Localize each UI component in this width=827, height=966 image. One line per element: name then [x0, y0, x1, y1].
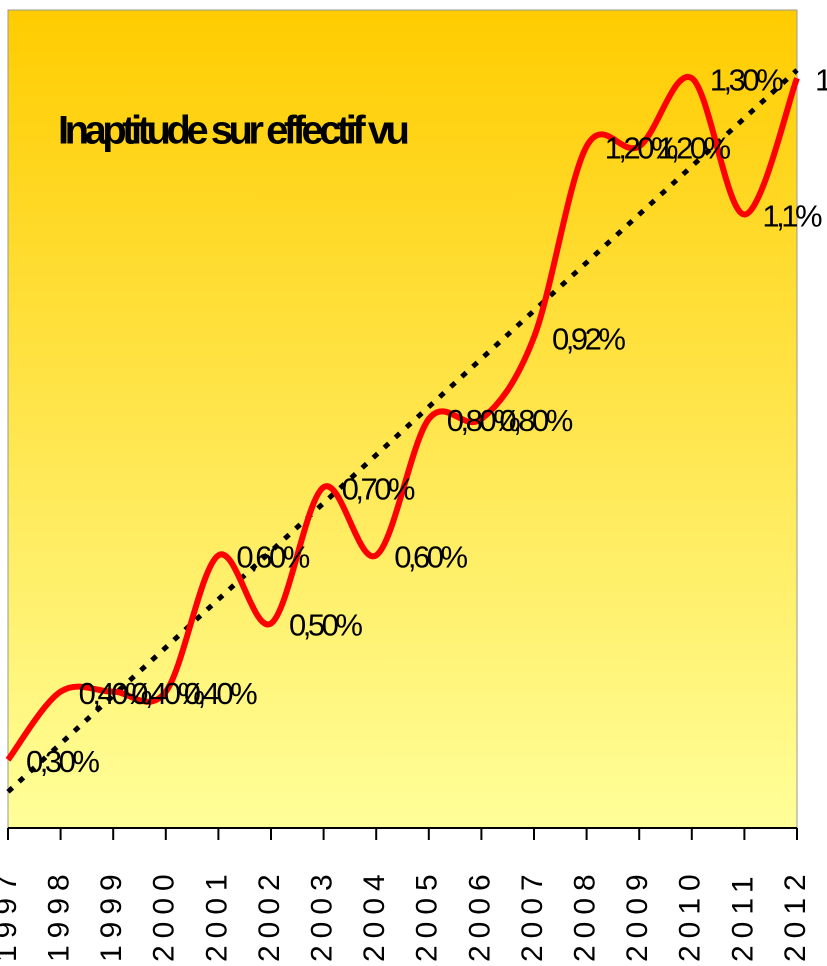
x-tick-label: 1999 [95, 867, 128, 962]
x-tick-label: 2008 [569, 867, 602, 962]
plot-area [7, 9, 798, 829]
data-label: 1,30% [710, 62, 783, 97]
x-tick-label: 2007 [516, 867, 549, 962]
x-tick-label: 2000 [148, 867, 181, 962]
data-line [5, 73, 800, 762]
data-label: 1,20% [657, 131, 730, 166]
data-label: 0,92% [552, 321, 625, 356]
x-tick-label: 2003 [306, 867, 339, 962]
data-label: 1,1% [762, 199, 822, 234]
x-tick-label: 2004 [358, 867, 391, 962]
x-tick-label: 1998 [43, 867, 76, 962]
data-label: 0,60% [394, 540, 467, 575]
x-tick-label: 2010 [674, 867, 707, 962]
chart-title: Inaptitude sur effectif vu [58, 109, 408, 153]
x-tick-label: 2012 [779, 867, 812, 962]
data-label: 0,30% [26, 744, 99, 779]
data-label: 1,30% [815, 62, 827, 97]
data-label: 0,60% [236, 540, 309, 575]
x-tick-label: 2009 [621, 867, 654, 962]
x-tick-label: 2006 [463, 867, 496, 962]
data-label: 0,40% [79, 676, 152, 711]
data-label: 0,70% [342, 471, 415, 506]
data-label: 0,80% [499, 403, 572, 438]
x-tick-label: 2005 [411, 867, 444, 962]
data-label: 0,80% [447, 403, 520, 438]
x-tick-label: 2002 [253, 867, 286, 962]
data-label: 1,20% [605, 131, 678, 166]
data-label: 0,50% [289, 608, 362, 643]
x-tick-label: 2011 [726, 869, 759, 962]
data-label: 0,40% [184, 676, 257, 711]
x-tick-label: 1997 [0, 867, 23, 962]
data-label: 0,40% [131, 676, 204, 711]
x-tick-label: 2001 [200, 867, 233, 962]
